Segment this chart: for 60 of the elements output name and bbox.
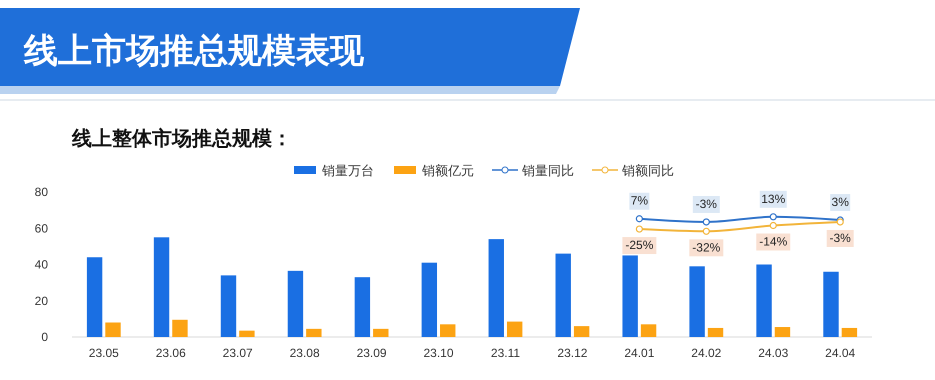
bar: [440, 324, 456, 337]
data-label: -3%: [696, 196, 718, 211]
bar: [823, 272, 839, 337]
y-tick-label: 20: [34, 294, 48, 308]
bar: [86, 257, 102, 337]
bar: [506, 322, 522, 337]
y-tick-label: 0: [41, 330, 48, 344]
point: [770, 213, 777, 220]
bar: [842, 328, 858, 337]
bar: [239, 330, 255, 337]
bar: [774, 327, 790, 337]
bar: [574, 326, 590, 337]
data-label: -14%: [759, 234, 788, 249]
x-tick-label: 24.04: [825, 346, 856, 360]
point: [770, 222, 777, 230]
data-label: -25%: [625, 238, 654, 252]
x-tick-label: 24.03: [758, 346, 789, 360]
legend-label: 销量万台: [321, 163, 374, 178]
point: [702, 218, 710, 226]
bar: [640, 324, 656, 337]
x-tick-label: 23.09: [356, 346, 387, 360]
y-tick-label: 40: [34, 258, 48, 272]
bar: [288, 270, 304, 337]
bar: [105, 322, 121, 337]
bar: [422, 262, 438, 337]
bar: [488, 239, 504, 337]
bar: [220, 275, 236, 337]
point: [702, 228, 710, 235]
legend-label: 销额同比: [621, 163, 674, 178]
x-tick-label: 23.08: [290, 346, 320, 360]
y-tick-label: 80: [34, 185, 48, 199]
legend-label: 销量同比: [521, 163, 574, 178]
x-tick-label: 23.07: [222, 346, 254, 360]
bar: [154, 237, 170, 337]
chart-subtitle: 线上整体市场推总规模：: [71, 127, 292, 150]
legend-label: 销额亿元: [421, 163, 474, 178]
x-tick-label: 23.11: [490, 346, 520, 360]
data-label: -32%: [692, 240, 721, 254]
x-tick-label: 24.02: [691, 346, 722, 360]
x-tick-label: 23.12: [557, 346, 588, 360]
bar: [708, 328, 724, 337]
data-label: 3%: [832, 195, 850, 210]
bar: [556, 254, 571, 337]
data-label: -3%: [830, 230, 852, 245]
bar: [306, 328, 322, 337]
x-tick-label: 24.01: [624, 346, 655, 360]
y-tick-label: 60: [34, 221, 48, 236]
bar: [354, 277, 370, 337]
x-tick-label: 23.05: [88, 346, 120, 360]
bar: [373, 328, 388, 337]
bar: [689, 266, 705, 337]
x-tick-label: 23.10: [424, 346, 454, 360]
bar: [756, 264, 772, 337]
point: [636, 215, 643, 222]
data-label: 13%: [761, 192, 786, 206]
data-label: 7%: [630, 194, 648, 208]
x-tick-label: 23.06: [156, 346, 186, 360]
bar: [172, 320, 188, 337]
chart-title: 线上市场推总规模表现: [23, 32, 365, 70]
point: [636, 225, 643, 233]
